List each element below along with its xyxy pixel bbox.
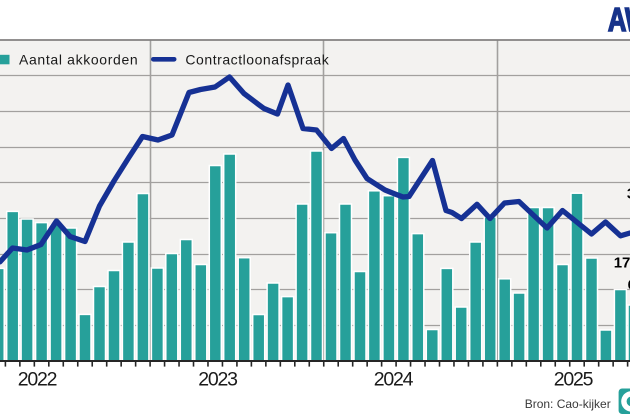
- svg-text:6: 6: [628, 277, 630, 294]
- svg-text:Aantal akkoorden: Aantal akkoorden: [19, 52, 138, 68]
- svg-text:170: 170: [614, 255, 630, 272]
- svg-text:Contractloonafspraak: Contractloonafspraak: [185, 52, 329, 68]
- svg-text:2022: 2022: [18, 369, 57, 391]
- svg-text:2024: 2024: [374, 369, 414, 391]
- svg-text:Bron: Cao-kijker: Bron: Cao-kijker: [525, 397, 611, 411]
- svg-text:2023: 2023: [198, 369, 237, 391]
- svg-text:AWVN: AWVN: [608, 2, 630, 39]
- svg-text:2025: 2025: [554, 369, 594, 391]
- svg-text:3,4: 3,4: [627, 185, 630, 202]
